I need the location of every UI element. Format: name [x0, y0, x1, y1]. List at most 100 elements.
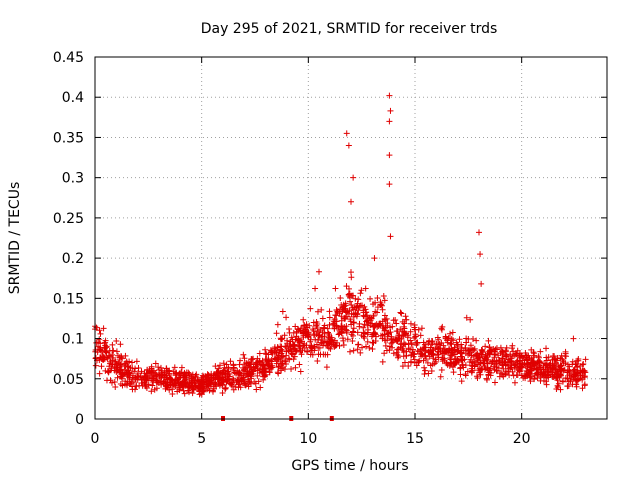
- data-point: [463, 314, 470, 321]
- data-point: [426, 353, 433, 360]
- data-point: [387, 233, 394, 240]
- data-point: [379, 358, 386, 365]
- data-point: [161, 373, 168, 380]
- data-point: [345, 291, 352, 298]
- data-point: [365, 326, 372, 333]
- data-point: [401, 359, 408, 366]
- data-point: [516, 368, 523, 375]
- data-point: [354, 300, 361, 307]
- data-point: [263, 359, 270, 366]
- data-point: [458, 344, 465, 351]
- data-point: [499, 348, 506, 355]
- data-point: [150, 377, 157, 384]
- data-point: [473, 373, 480, 380]
- data-point: [350, 319, 357, 326]
- data-point: [429, 347, 436, 354]
- data-point: [165, 381, 172, 388]
- data-point: [477, 251, 484, 258]
- data-point: [439, 323, 446, 330]
- data-point: [579, 385, 586, 392]
- data-point: [531, 375, 538, 382]
- data-point: [438, 325, 445, 332]
- data-point: [268, 347, 275, 354]
- data-point: [573, 377, 580, 384]
- data-point: [365, 319, 372, 326]
- data-point: [323, 338, 330, 345]
- data-point: [102, 342, 109, 349]
- data-point: [118, 353, 125, 360]
- data-point: [357, 349, 364, 356]
- data-point: [288, 334, 295, 341]
- data-point: [135, 364, 142, 371]
- data-point: [505, 359, 512, 366]
- data-point: [562, 353, 569, 360]
- data-point: [541, 360, 548, 367]
- y-tick-label: 0.05: [53, 372, 84, 388]
- data-point: [291, 341, 298, 348]
- data-point: [432, 356, 439, 363]
- data-point: [531, 372, 538, 379]
- data-point: [573, 360, 580, 367]
- data-point: [527, 378, 534, 385]
- data-point: [369, 346, 376, 353]
- data-point: [171, 364, 178, 371]
- data-point: [542, 371, 549, 378]
- data-point: [390, 317, 397, 324]
- data-point: [297, 348, 304, 355]
- data-point: [537, 358, 544, 365]
- data-point: [134, 370, 141, 377]
- data-point: [426, 338, 433, 345]
- data-point: [224, 375, 231, 382]
- x-tick-label: 0: [91, 431, 100, 447]
- data-point: [318, 306, 325, 313]
- data-point: [359, 344, 366, 351]
- data-point: [117, 341, 124, 348]
- data-point: [499, 348, 506, 355]
- data-point: [226, 370, 233, 377]
- data-point: [489, 358, 496, 365]
- data-point: [278, 350, 285, 357]
- data-point: [97, 330, 104, 337]
- data-point: [332, 318, 339, 325]
- data-point: [387, 107, 394, 114]
- data-point: [303, 342, 310, 349]
- data-point: [184, 384, 191, 391]
- data-point: [535, 370, 542, 377]
- data-point: [296, 339, 303, 346]
- data-point: [197, 390, 204, 397]
- data-point: [276, 347, 283, 354]
- data-point: [486, 344, 493, 351]
- data-point: [362, 343, 369, 350]
- data-point: [285, 347, 292, 354]
- data-point: [362, 285, 369, 292]
- data-point: [223, 361, 230, 368]
- data-point: [362, 309, 369, 316]
- data-point: [273, 330, 280, 337]
- data-point: [250, 355, 257, 362]
- data-point: [92, 362, 99, 369]
- data-point: [543, 354, 550, 361]
- data-point: [291, 345, 298, 352]
- data-point: [350, 325, 357, 332]
- data-point: [203, 376, 210, 383]
- data-point: [483, 375, 490, 382]
- data-point: [175, 375, 182, 382]
- data-point: [377, 320, 384, 327]
- data-point: [198, 374, 205, 381]
- data-point: [306, 322, 313, 329]
- data-point: [543, 378, 550, 385]
- data-point: [379, 335, 386, 342]
- data-point: [399, 363, 406, 370]
- data-point: [449, 329, 456, 336]
- data-point: [300, 329, 307, 336]
- data-point: [286, 326, 293, 333]
- data-point: [309, 326, 316, 333]
- data-point: [229, 375, 236, 382]
- data-point: [298, 328, 305, 335]
- data-point: [237, 384, 244, 391]
- data-point: [348, 331, 355, 338]
- data-point: [241, 366, 248, 373]
- data-point: [237, 357, 244, 364]
- data-point: [510, 348, 517, 355]
- data-point: [96, 336, 103, 343]
